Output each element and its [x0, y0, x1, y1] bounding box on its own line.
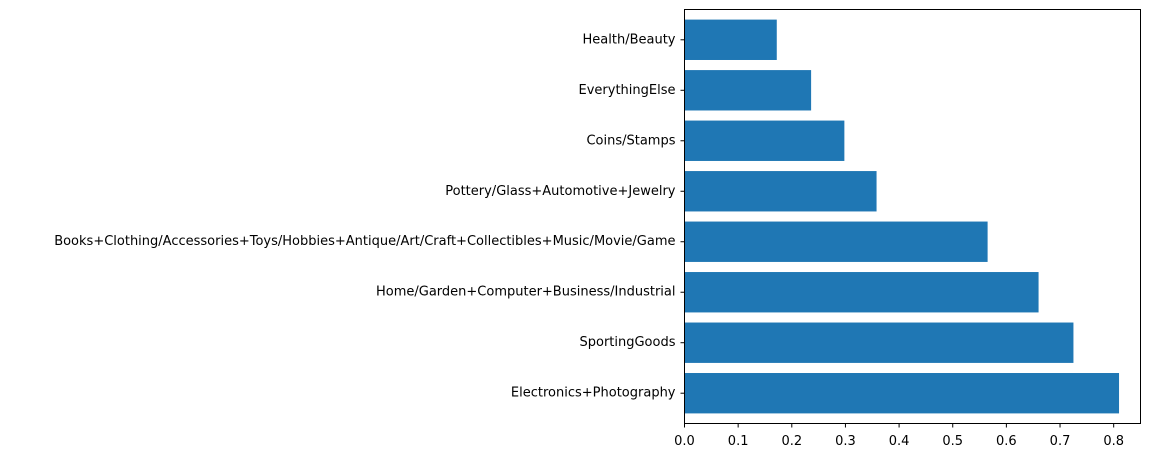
bars-layer [684, 19, 1120, 414]
y-axis-ticks: Health/Beauty EverythingElse Coins/Stamps P… [54, 32, 685, 401]
bar-0 [684, 19, 777, 60]
x-tick-label: 0.1 [728, 434, 749, 449]
x-tick-label: 0.2 [781, 434, 802, 449]
bar-7 [684, 373, 1120, 414]
y-tick-label: Health/Beauty [583, 32, 676, 47]
bar-3 [684, 171, 877, 212]
x-tick-label: 0.8 [1103, 434, 1124, 449]
y-tick-label: Coins/Stamps [586, 133, 675, 148]
x-tick-label: 0.7 [1050, 434, 1071, 449]
plot-frame [684, 9, 1141, 424]
y-tick-label: EverythingElse [579, 83, 676, 98]
bar-5 [684, 272, 1039, 313]
y-tick-label: Books+Clothing/Accessories+Toys/Hobbies+… [54, 234, 675, 249]
x-tick-label: 0.0 [674, 434, 695, 449]
y-tick-label: Pottery/Glass+Automotive+Jewelry [445, 184, 676, 199]
bar-1 [684, 70, 812, 111]
x-tick-label: 0.3 [835, 434, 856, 449]
y-tick-label: Home/Garden+Computer+Business/Industrial [376, 285, 676, 300]
x-axis-ticks: 0.0 0.1 0.2 0.3 0.4 0.5 0.6 0.7 0.8 [674, 423, 1124, 449]
y-tick-label: SportingGoods [579, 335, 675, 350]
bar-2 [684, 120, 845, 161]
bar-6 [684, 322, 1074, 363]
x-tick-label: 0.6 [996, 434, 1017, 449]
x-tick-label: 0.5 [942, 434, 963, 449]
y-tick-label: Electronics+Photography [511, 386, 676, 401]
x-tick-label: 0.4 [889, 434, 910, 449]
bar-4 [684, 221, 988, 262]
